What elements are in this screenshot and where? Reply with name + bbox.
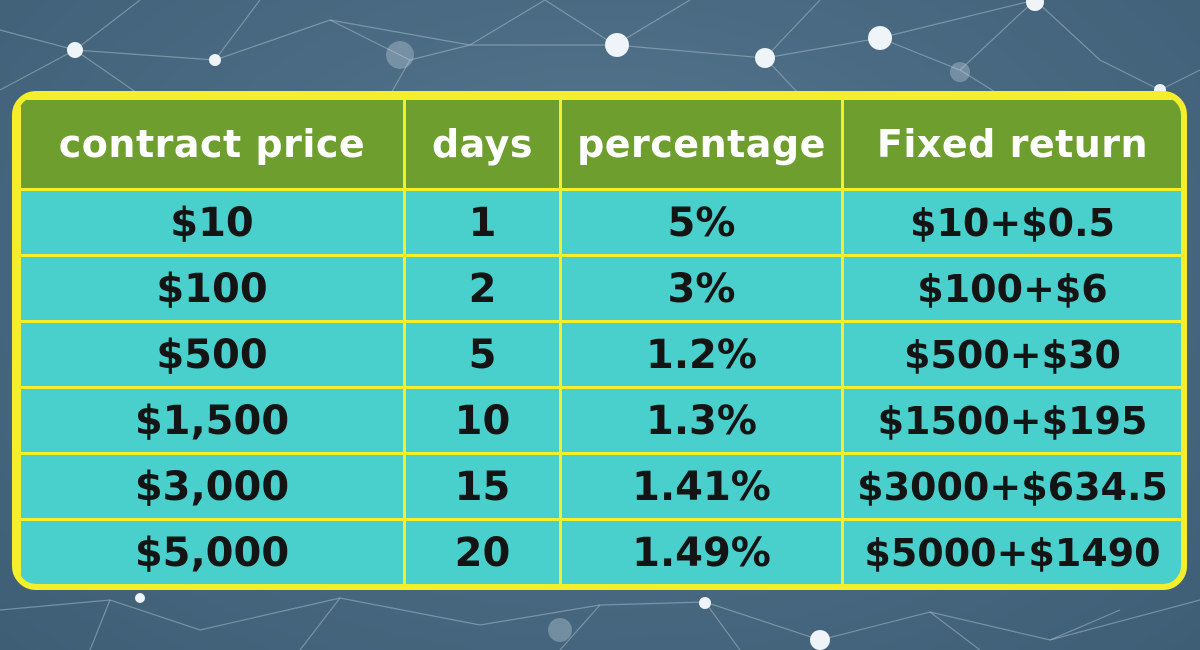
cell-percentage: 1.41% xyxy=(559,452,844,521)
cell-days: 20 xyxy=(403,518,562,584)
cell-contract-price: $1,500 xyxy=(18,386,406,455)
cell-fixed-return: $5000+$1490 xyxy=(841,518,1181,584)
table-row: $5,000 20 1.49% $5000+$1490 xyxy=(18,518,1181,584)
cell-days: 1 xyxy=(403,188,562,257)
header-days: days xyxy=(403,97,562,191)
cell-contract-price: $100 xyxy=(18,254,406,323)
cell-percentage: 3% xyxy=(559,254,844,323)
cell-days: 10 xyxy=(403,386,562,455)
header-percentage: percentage xyxy=(559,97,844,191)
cell-fixed-return: $1500+$195 xyxy=(841,386,1181,455)
cell-percentage: 5% xyxy=(559,188,844,257)
header-contract-price: contract price xyxy=(18,97,406,191)
cell-percentage: 1.3% xyxy=(559,386,844,455)
cell-days: 5 xyxy=(403,320,562,389)
cell-contract-price: $3,000 xyxy=(18,452,406,521)
cell-percentage: 1.2% xyxy=(559,320,844,389)
table-row: $3,000 15 1.41% $3000+$634.5 xyxy=(18,452,1181,521)
header-fixed-return: Fixed return xyxy=(841,97,1181,191)
rates-table-frame: contract price days percentage Fixed ret… xyxy=(12,91,1187,590)
cell-contract-price: $5,000 xyxy=(18,518,406,584)
cell-fixed-return: $500+$30 xyxy=(841,320,1181,389)
cell-days: 15 xyxy=(403,452,562,521)
cell-fixed-return: $10+$0.5 xyxy=(841,188,1181,257)
cell-fixed-return: $3000+$634.5 xyxy=(841,452,1181,521)
cell-contract-price: $10 xyxy=(18,188,406,257)
table-row: $1,500 10 1.3% $1500+$195 xyxy=(18,386,1181,455)
rates-table: contract price days percentage Fixed ret… xyxy=(18,97,1181,584)
cell-days: 2 xyxy=(403,254,562,323)
table-header-row: contract price days percentage Fixed ret… xyxy=(18,97,1181,191)
cell-fixed-return: $100+$6 xyxy=(841,254,1181,323)
table-row: $100 2 3% $100+$6 xyxy=(18,254,1181,323)
cell-contract-price: $500 xyxy=(18,320,406,389)
cell-percentage: 1.49% xyxy=(559,518,844,584)
table-row: $500 5 1.2% $500+$30 xyxy=(18,320,1181,389)
table-row: $10 1 5% $10+$0.5 xyxy=(18,188,1181,257)
